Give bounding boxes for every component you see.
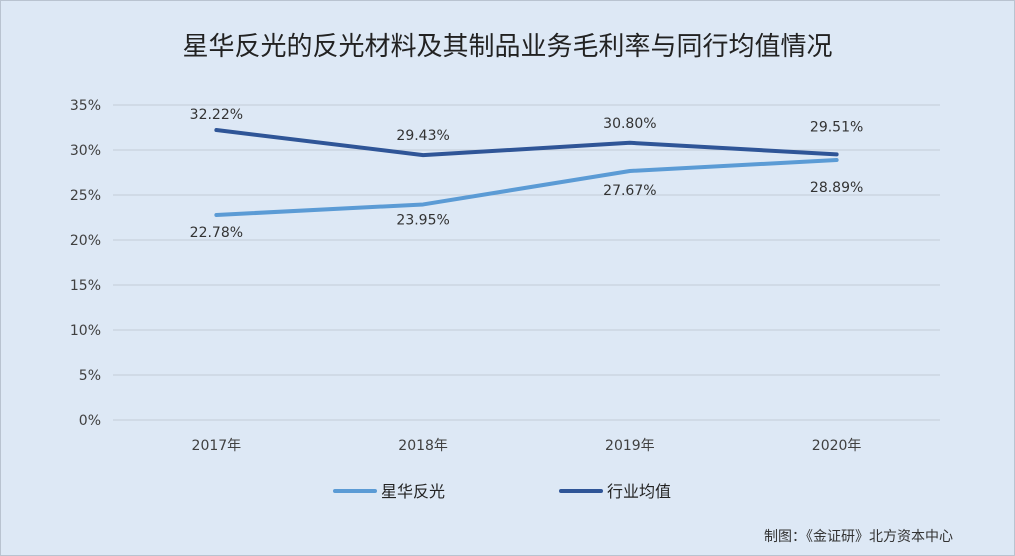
series-line bbox=[214, 128, 839, 158]
source-note: 制图：《金证研》北方资本中心 bbox=[764, 529, 953, 545]
data-label: 28.89% bbox=[810, 180, 863, 196]
data-label: 23.95% bbox=[396, 212, 449, 228]
y-tick-label: 0% bbox=[79, 413, 101, 429]
chart-title: 星华反光的反光材料及其制品业务毛利率与同行均值情况 bbox=[182, 32, 833, 62]
y-tick-label: 15% bbox=[70, 278, 101, 294]
x-tick-label: 2018年 bbox=[398, 438, 448, 454]
y-tick-label: 35% bbox=[70, 98, 101, 114]
y-tick-label: 30% bbox=[70, 143, 101, 159]
data-label: 29.51% bbox=[810, 119, 863, 135]
y-tick-label: 5% bbox=[79, 368, 101, 384]
legend-label: 星华反光 bbox=[381, 482, 445, 501]
data-label: 22.78% bbox=[190, 225, 243, 241]
data-label: 29.43% bbox=[396, 128, 449, 144]
data-label: 30.80% bbox=[603, 116, 656, 132]
x-tick-label: 2019年 bbox=[605, 438, 655, 454]
y-tick-label: 25% bbox=[70, 188, 101, 204]
y-tick-label: 20% bbox=[70, 233, 101, 249]
legend-label: 行业均值 bbox=[607, 482, 671, 501]
x-tick-label: 2020年 bbox=[812, 438, 862, 454]
data-label: 32.22% bbox=[190, 107, 243, 123]
data-label: 27.67% bbox=[603, 183, 656, 199]
y-tick-label: 10% bbox=[70, 323, 101, 339]
x-tick-label: 2017年 bbox=[192, 438, 242, 454]
series-line bbox=[214, 157, 839, 217]
